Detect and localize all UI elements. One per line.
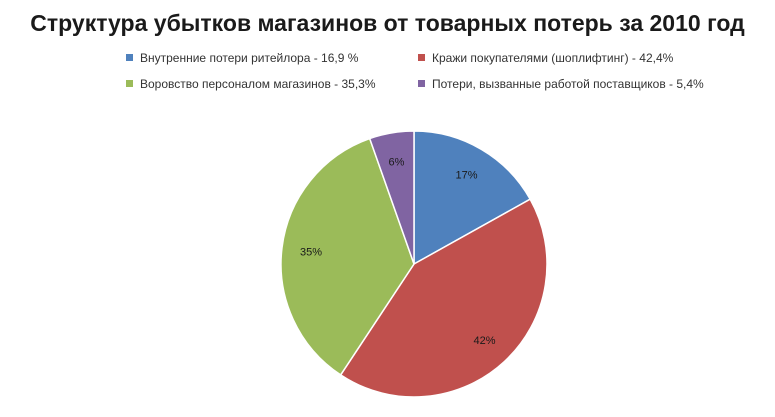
legend-item-shoplifting: Кражи покупателями (шоплифтинг) - 42,4% (418, 50, 673, 66)
pie-label-employee-theft: 35% (300, 246, 322, 258)
pie-label-internal-losses: 17% (455, 170, 477, 182)
pie-slice-supplier-losses (368, 130, 415, 265)
legend: Внутренние потери ритейлора - 16,9 % Кра… (126, 50, 726, 96)
pie-label-supplier-losses: 6% (389, 157, 405, 169)
pie-slice-shoplifting (339, 198, 548, 398)
legend-label-shoplifting: Кражи покупателями (шоплифтинг) - 42,4% (432, 51, 674, 65)
legend-swatch-internal-losses (126, 54, 133, 61)
pie-slice-internal-losses (413, 130, 532, 266)
legend-label-internal-losses: Внутренние потери ритейлора - 16,9 % (140, 51, 359, 65)
pie-slice-employee-theft (280, 137, 415, 376)
legend-swatch-shoplifting (418, 54, 425, 61)
legend-swatch-supplier-losses (418, 80, 425, 87)
chart-title: Структура убытков магазинов от товарных … (30, 10, 745, 36)
legend-item-internal-losses: Внутренние потери ритейлора - 16,9 % (126, 50, 358, 66)
legend-item-employee-theft: Воровство персоналом магазинов - 35,3% (126, 76, 376, 92)
legend-item-supplier-losses: Потери, вызванные работой поставщиков - … (418, 76, 704, 92)
legend-label-employee-theft: Воровство персоналом магазинов - 35,3% (140, 77, 376, 91)
legend-label-supplier-losses: Потери, вызванные работой поставщиков - … (432, 77, 704, 91)
pie-label-shoplifting: 42% (473, 335, 495, 347)
legend-swatch-employee-theft (126, 80, 133, 87)
